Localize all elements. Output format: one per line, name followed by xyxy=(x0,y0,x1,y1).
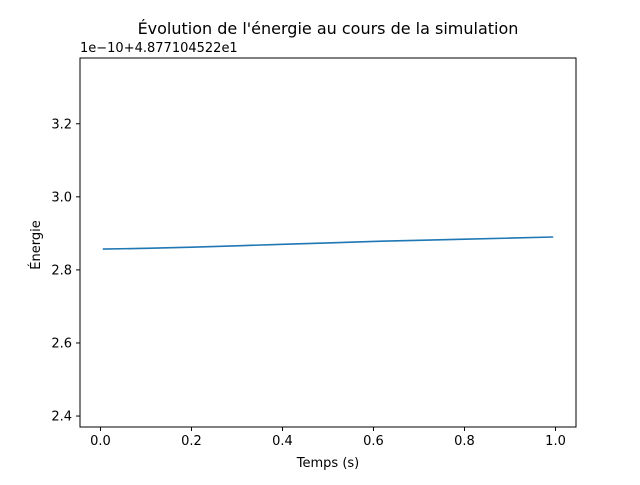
y-axis-label: Énergie xyxy=(28,220,44,269)
y-tick-label: 3.0 xyxy=(51,190,72,205)
x-tick-label: 0.2 xyxy=(181,434,202,449)
x-tick-label: 0.0 xyxy=(90,434,111,449)
x-tick-label: 0.6 xyxy=(363,434,384,449)
x-tick-label: 0.8 xyxy=(454,434,475,449)
series-line-0 xyxy=(102,236,554,250)
y-offset-label: 1e−10+4.877104522e1 xyxy=(80,41,238,56)
y-tick-label: 2.4 xyxy=(51,410,72,425)
y-tick-label: 2.6 xyxy=(51,336,72,351)
plot-area: 0.0 0.2 0.4 0.6 0.8 1.0 2.4 2.6 2.8 3.0 3.2 xyxy=(51,57,577,449)
plot-frame xyxy=(79,57,577,428)
chart-title: Évolution de l'énergie au cours de la si… xyxy=(138,19,519,38)
y-tick-label: 2.8 xyxy=(51,263,72,278)
x-axis-label: Temps (s) xyxy=(296,456,359,471)
y-tick-label: 3.2 xyxy=(51,117,72,132)
x-tick-label: 0.4 xyxy=(272,434,293,449)
x-tick-label: 1.0 xyxy=(545,434,566,449)
